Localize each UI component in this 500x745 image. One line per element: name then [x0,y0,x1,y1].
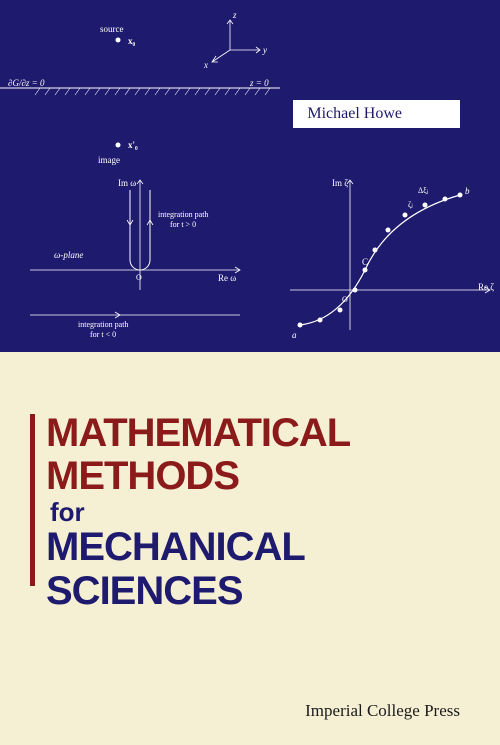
source-label: source [100,24,124,34]
pt-b-label: b [465,186,470,196]
source-pt: x₀ [128,36,135,46]
title-word-4: SCIENCES [46,570,350,613]
path-bot2-label: for t < 0 [90,330,116,339]
image-label: image [98,155,120,165]
book-title: MATHEMATICAL METHODS for MECHANICAL SCIE… [46,412,350,613]
cover-top-panel: z y x [0,0,500,352]
axis-y-label: y [262,45,267,55]
publisher-name: Imperial College Press [305,701,460,721]
title-word-3: MECHANICAL [46,526,350,569]
im-zeta-label: Im ζ [332,178,348,188]
omega-origin: O [136,273,142,282]
path-top-label: integration path [158,210,208,219]
xi-label: Δξⱼ [418,186,428,195]
axes-diagram: z y x [0,0,500,352]
title-word-2: METHODS [46,455,350,498]
re-omega-label: Re ω [218,273,236,283]
re-zeta-label: Re ζ [478,282,494,292]
path-top2-label: for t > 0 [170,220,196,229]
axis-z-label: z [232,10,237,20]
path-bot-label: integration path [78,320,128,329]
curve-c-label: C [362,257,368,267]
zeta-origin: O [342,295,348,304]
title-word-for: for [50,497,85,527]
boundary-label: ∂G/∂z = 0 [8,78,44,88]
cover-bottom-panel: MATHEMATICAL METHODS for MECHANICAL SCIE… [0,352,500,745]
pt-a-label: a [292,330,297,340]
title-word-1: MATHEMATICAL [46,412,350,455]
omega-plane-label: ω-plane [54,250,83,260]
z0-label: z = 0 [250,78,269,88]
axis-x-label: x [203,60,208,70]
image-pt: x'₀ [128,140,138,150]
zeta-j-label: ζⱼ [408,200,413,209]
author-name: Michael Howe [293,100,460,128]
im-omega-label: Im ω [118,178,136,188]
title-accent-bar [30,414,35,586]
